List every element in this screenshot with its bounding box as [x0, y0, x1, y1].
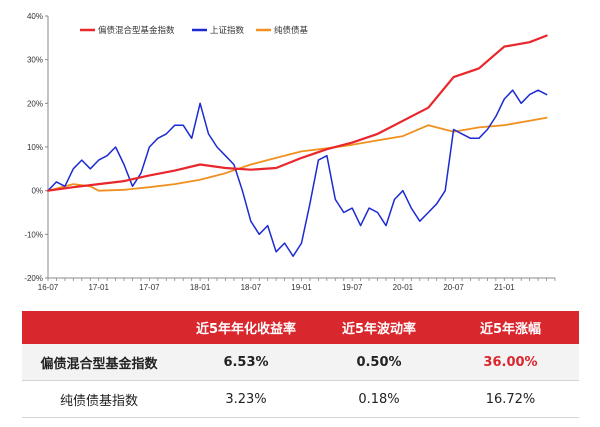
y-tick-label: -20% [24, 274, 43, 283]
legend-label-pure-bond-fund: 纯债债基 [274, 25, 309, 36]
y-tick-label: 10% [27, 143, 43, 152]
x-tick-label: 18-07 [241, 283, 262, 292]
y-tick-label: 40% [27, 12, 43, 21]
legend-label-mixed-bond-index: 偏债混合型基金指数 [98, 25, 175, 36]
row-volatility: 0.18% [316, 380, 442, 418]
row-total-gain: 16.72% [442, 380, 579, 418]
row-name: 偏债混合型基金指数 [22, 344, 176, 381]
legend-label-shanghai-composite: 上证指数 [210, 25, 245, 36]
x-tick-label: 19-01 [291, 283, 312, 292]
x-tick-label: 21-01 [494, 283, 515, 292]
row-annual-return: 3.23% [176, 380, 316, 418]
table-header-volatility: 近5年波动率 [316, 311, 442, 344]
table-header-annual-return: 近5年年化收益率 [176, 311, 316, 344]
y-tick-label: 0% [31, 187, 43, 196]
table-row: 纯债债基指数 3.23% 0.18% 16.72% [22, 380, 579, 418]
y-tick-label: 20% [27, 99, 43, 108]
stats-table: 近5年年化收益率 近5年波动率 近5年涨幅 偏债混合型基金指数 6.53% 0.… [22, 311, 579, 418]
line-chart: 40% 30% 20% 10% 0% -10% -20%16-07 17-01 17-07 18-… [24, 12, 556, 292]
chart-axes: 40% 30% 20% 10% 0% -10% -20%16-07 17-01 17-07 18-… [24, 12, 556, 292]
row-annual-return: 6.53% [176, 344, 316, 381]
table-header-total-gain: 近5年涨幅 [442, 311, 579, 344]
series-mixed-bond-index [46, 34, 548, 192]
series-pure-bond-fund [47, 116, 548, 192]
row-total-gain: 36.00% [442, 344, 579, 381]
y-tick-label: -10% [24, 230, 43, 239]
x-tick-label: 16-07 [38, 283, 59, 292]
x-tick-label: 18-01 [190, 283, 211, 292]
x-tick-label: 20-07 [443, 283, 464, 292]
x-tick-label: 17-07 [139, 283, 160, 292]
table-row: 偏债混合型基金指数 6.53% 0.50% 36.00% [22, 344, 579, 381]
table-header-name [22, 311, 176, 344]
x-tick-label: 19-07 [342, 283, 363, 292]
x-tick-label: 17-01 [88, 283, 109, 292]
row-volatility: 0.50% [316, 344, 442, 381]
chart-legend: 偏债混合型基金指数 上证指数 纯债债基 [80, 25, 309, 36]
table-header-row: 近5年年化收益率 近5年波动率 近5年涨幅 [22, 311, 579, 344]
series-shanghai-composite [47, 89, 548, 257]
x-tick-label: 20-01 [393, 283, 414, 292]
row-name: 纯债债基指数 [22, 380, 176, 418]
y-tick-label: 30% [27, 56, 43, 65]
